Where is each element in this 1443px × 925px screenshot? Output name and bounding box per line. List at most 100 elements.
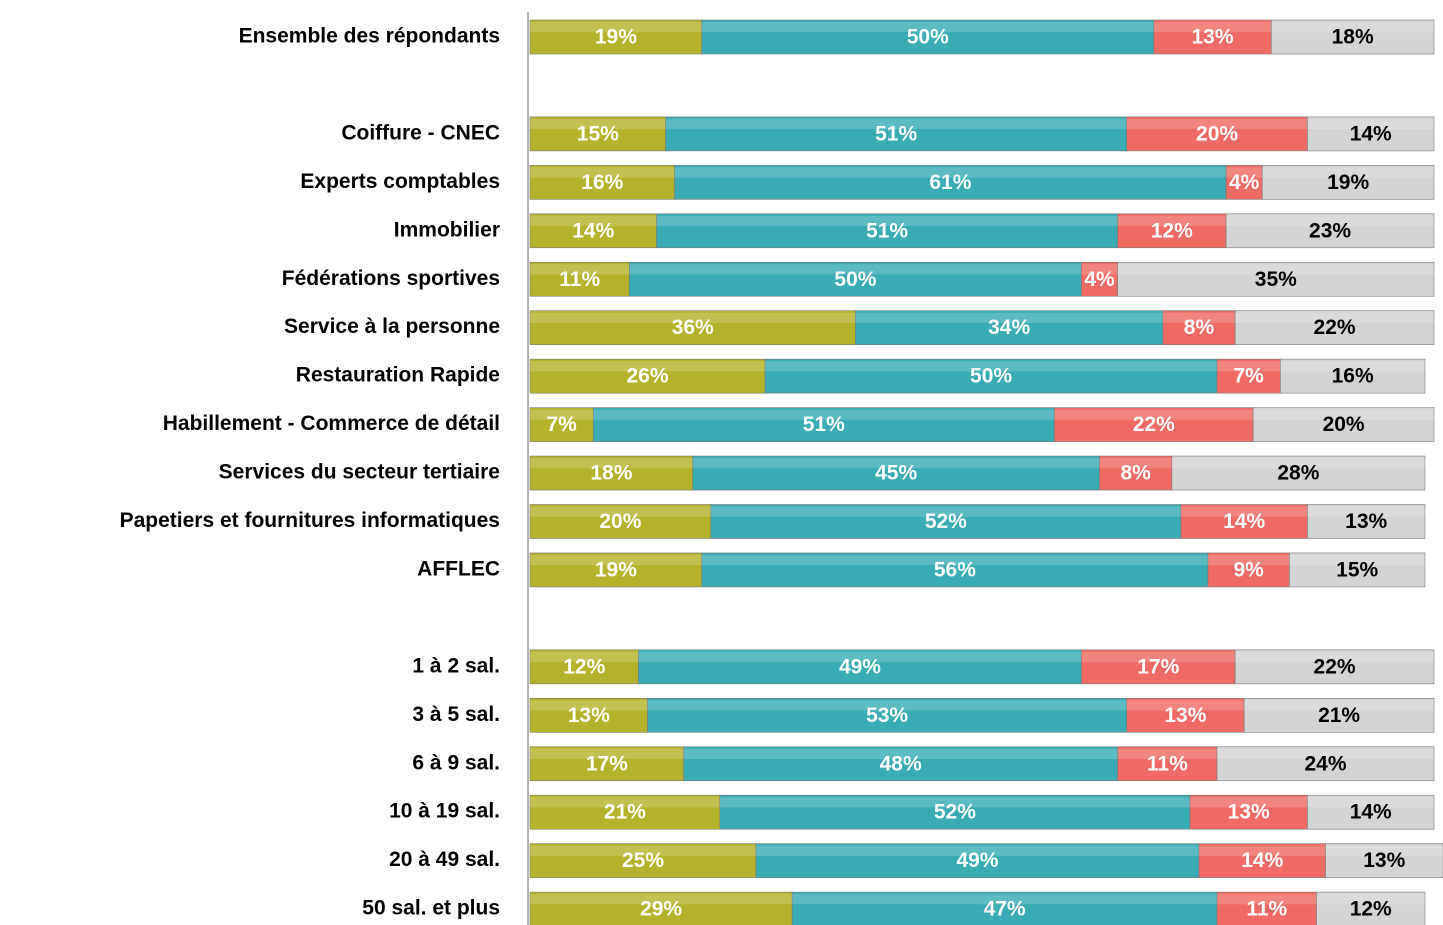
data-label: 29%: [640, 898, 682, 921]
data-label: 8%: [1121, 462, 1152, 485]
data-label: 45%: [875, 462, 917, 485]
data-label: 15%: [577, 122, 619, 145]
bar-shine: [530, 845, 756, 856]
bar-segment: [665, 116, 1127, 152]
bar-segment: [719, 794, 1191, 830]
data-label: 13%: [568, 704, 610, 727]
bar-segment: [529, 891, 793, 925]
data-label: 18%: [590, 462, 632, 485]
bar-shine: [530, 651, 639, 663]
bar-segment: [1162, 310, 1236, 346]
data-label: 14%: [1223, 510, 1265, 533]
bar-shine: [530, 215, 657, 226]
bar-segment: [674, 165, 1227, 200]
bar-segment: [529, 746, 684, 782]
category-label: AFFLEC: [417, 557, 500, 580]
bar-segment: [683, 746, 1118, 782]
data-label: 21%: [604, 801, 646, 824]
bar-shine: [1099, 458, 1172, 469]
bar-shine: [1054, 409, 1254, 420]
data-label: 34%: [988, 316, 1030, 339]
bar-shine: [638, 651, 1082, 663]
data-label: 52%: [934, 801, 976, 824]
bar-segment: [529, 358, 766, 394]
bar-shine: [1235, 651, 1434, 663]
data-label: 15%: [1336, 558, 1378, 581]
bar-shine: [1280, 361, 1425, 372]
data-label: 11%: [1147, 752, 1188, 775]
bar-segment: [755, 843, 1200, 878]
category-label: Restauration Rapide: [296, 364, 500, 387]
category-label: Habillement - Commerce de détail: [163, 412, 500, 435]
data-label: 14%: [1350, 122, 1392, 145]
bar-segment: [529, 116, 666, 152]
bar-shine: [1117, 264, 1434, 275]
bar-segment: [1117, 261, 1435, 297]
data-label: 20%: [599, 510, 641, 533]
bar-segment: [1261, 165, 1435, 200]
data-label: 7%: [1234, 365, 1265, 388]
bar-segment: [1126, 116, 1308, 152]
bar-shine: [656, 215, 1118, 226]
bar-shine: [1253, 409, 1434, 420]
bar-segment: [1289, 552, 1426, 588]
bar-segment: [1225, 165, 1263, 200]
bar-segment: [1307, 504, 1426, 539]
bar-shine: [593, 409, 1055, 420]
category-label: Fédérations sportives: [282, 267, 500, 290]
data-label: 19%: [595, 558, 637, 581]
bar-segment: [1171, 455, 1426, 491]
data-label: 22%: [1314, 655, 1356, 678]
category-label: Papetiers et fournitures informatiques: [120, 509, 500, 532]
data-label: 20%: [1323, 413, 1365, 436]
bar-shine: [530, 554, 702, 566]
bar-shine: [1307, 118, 1434, 130]
data-label: 48%: [880, 752, 922, 775]
bar-shine: [530, 506, 711, 517]
bar-shine: [1262, 167, 1434, 178]
bar-segment: [1207, 552, 1290, 588]
bar-shine: [1171, 458, 1425, 469]
category-label: Experts comptables: [300, 170, 500, 193]
data-label: 22%: [1314, 316, 1356, 339]
bar-shine: [647, 700, 1127, 711]
bar-shine: [701, 22, 1154, 33]
bar-shine: [530, 118, 666, 130]
bar-segment: [1189, 794, 1308, 830]
bar-shine: [692, 458, 1100, 469]
bar-shine: [1126, 700, 1245, 711]
data-label: 51%: [866, 219, 908, 242]
bar-shine: [1208, 554, 1290, 566]
bar-shine: [1316, 894, 1425, 905]
data-label: 14%: [572, 219, 614, 242]
bar-segment: [764, 358, 1218, 394]
bar-segment: [1307, 116, 1435, 152]
data-label: 14%: [1350, 801, 1392, 824]
data-label: 7%: [546, 413, 577, 436]
bar-shine: [1180, 506, 1308, 517]
bar-shine: [710, 506, 1181, 517]
data-label: 53%: [866, 704, 908, 727]
data-label: 11%: [1246, 898, 1287, 921]
bar-shine: [1289, 554, 1425, 566]
bar-shine: [665, 118, 1127, 130]
bar-shine: [629, 264, 1082, 275]
data-label: 47%: [984, 898, 1026, 921]
bar-shine: [701, 554, 1208, 566]
bar-segment: [710, 504, 1182, 539]
bar-shine: [855, 312, 1163, 323]
bar-segment: [1234, 310, 1435, 346]
data-label: 25%: [622, 849, 664, 872]
data-label: 19%: [595, 26, 637, 49]
data-label: 61%: [929, 171, 971, 194]
data-label: 51%: [875, 122, 917, 145]
bar-segment: [1216, 746, 1435, 782]
data-label: 50%: [907, 26, 949, 49]
bar-shine: [1307, 506, 1425, 517]
data-label: 23%: [1309, 219, 1351, 242]
bar-segment: [1081, 649, 1236, 685]
category-label: Coiffure - CNEC: [341, 121, 500, 144]
bar-shine: [719, 797, 1190, 808]
